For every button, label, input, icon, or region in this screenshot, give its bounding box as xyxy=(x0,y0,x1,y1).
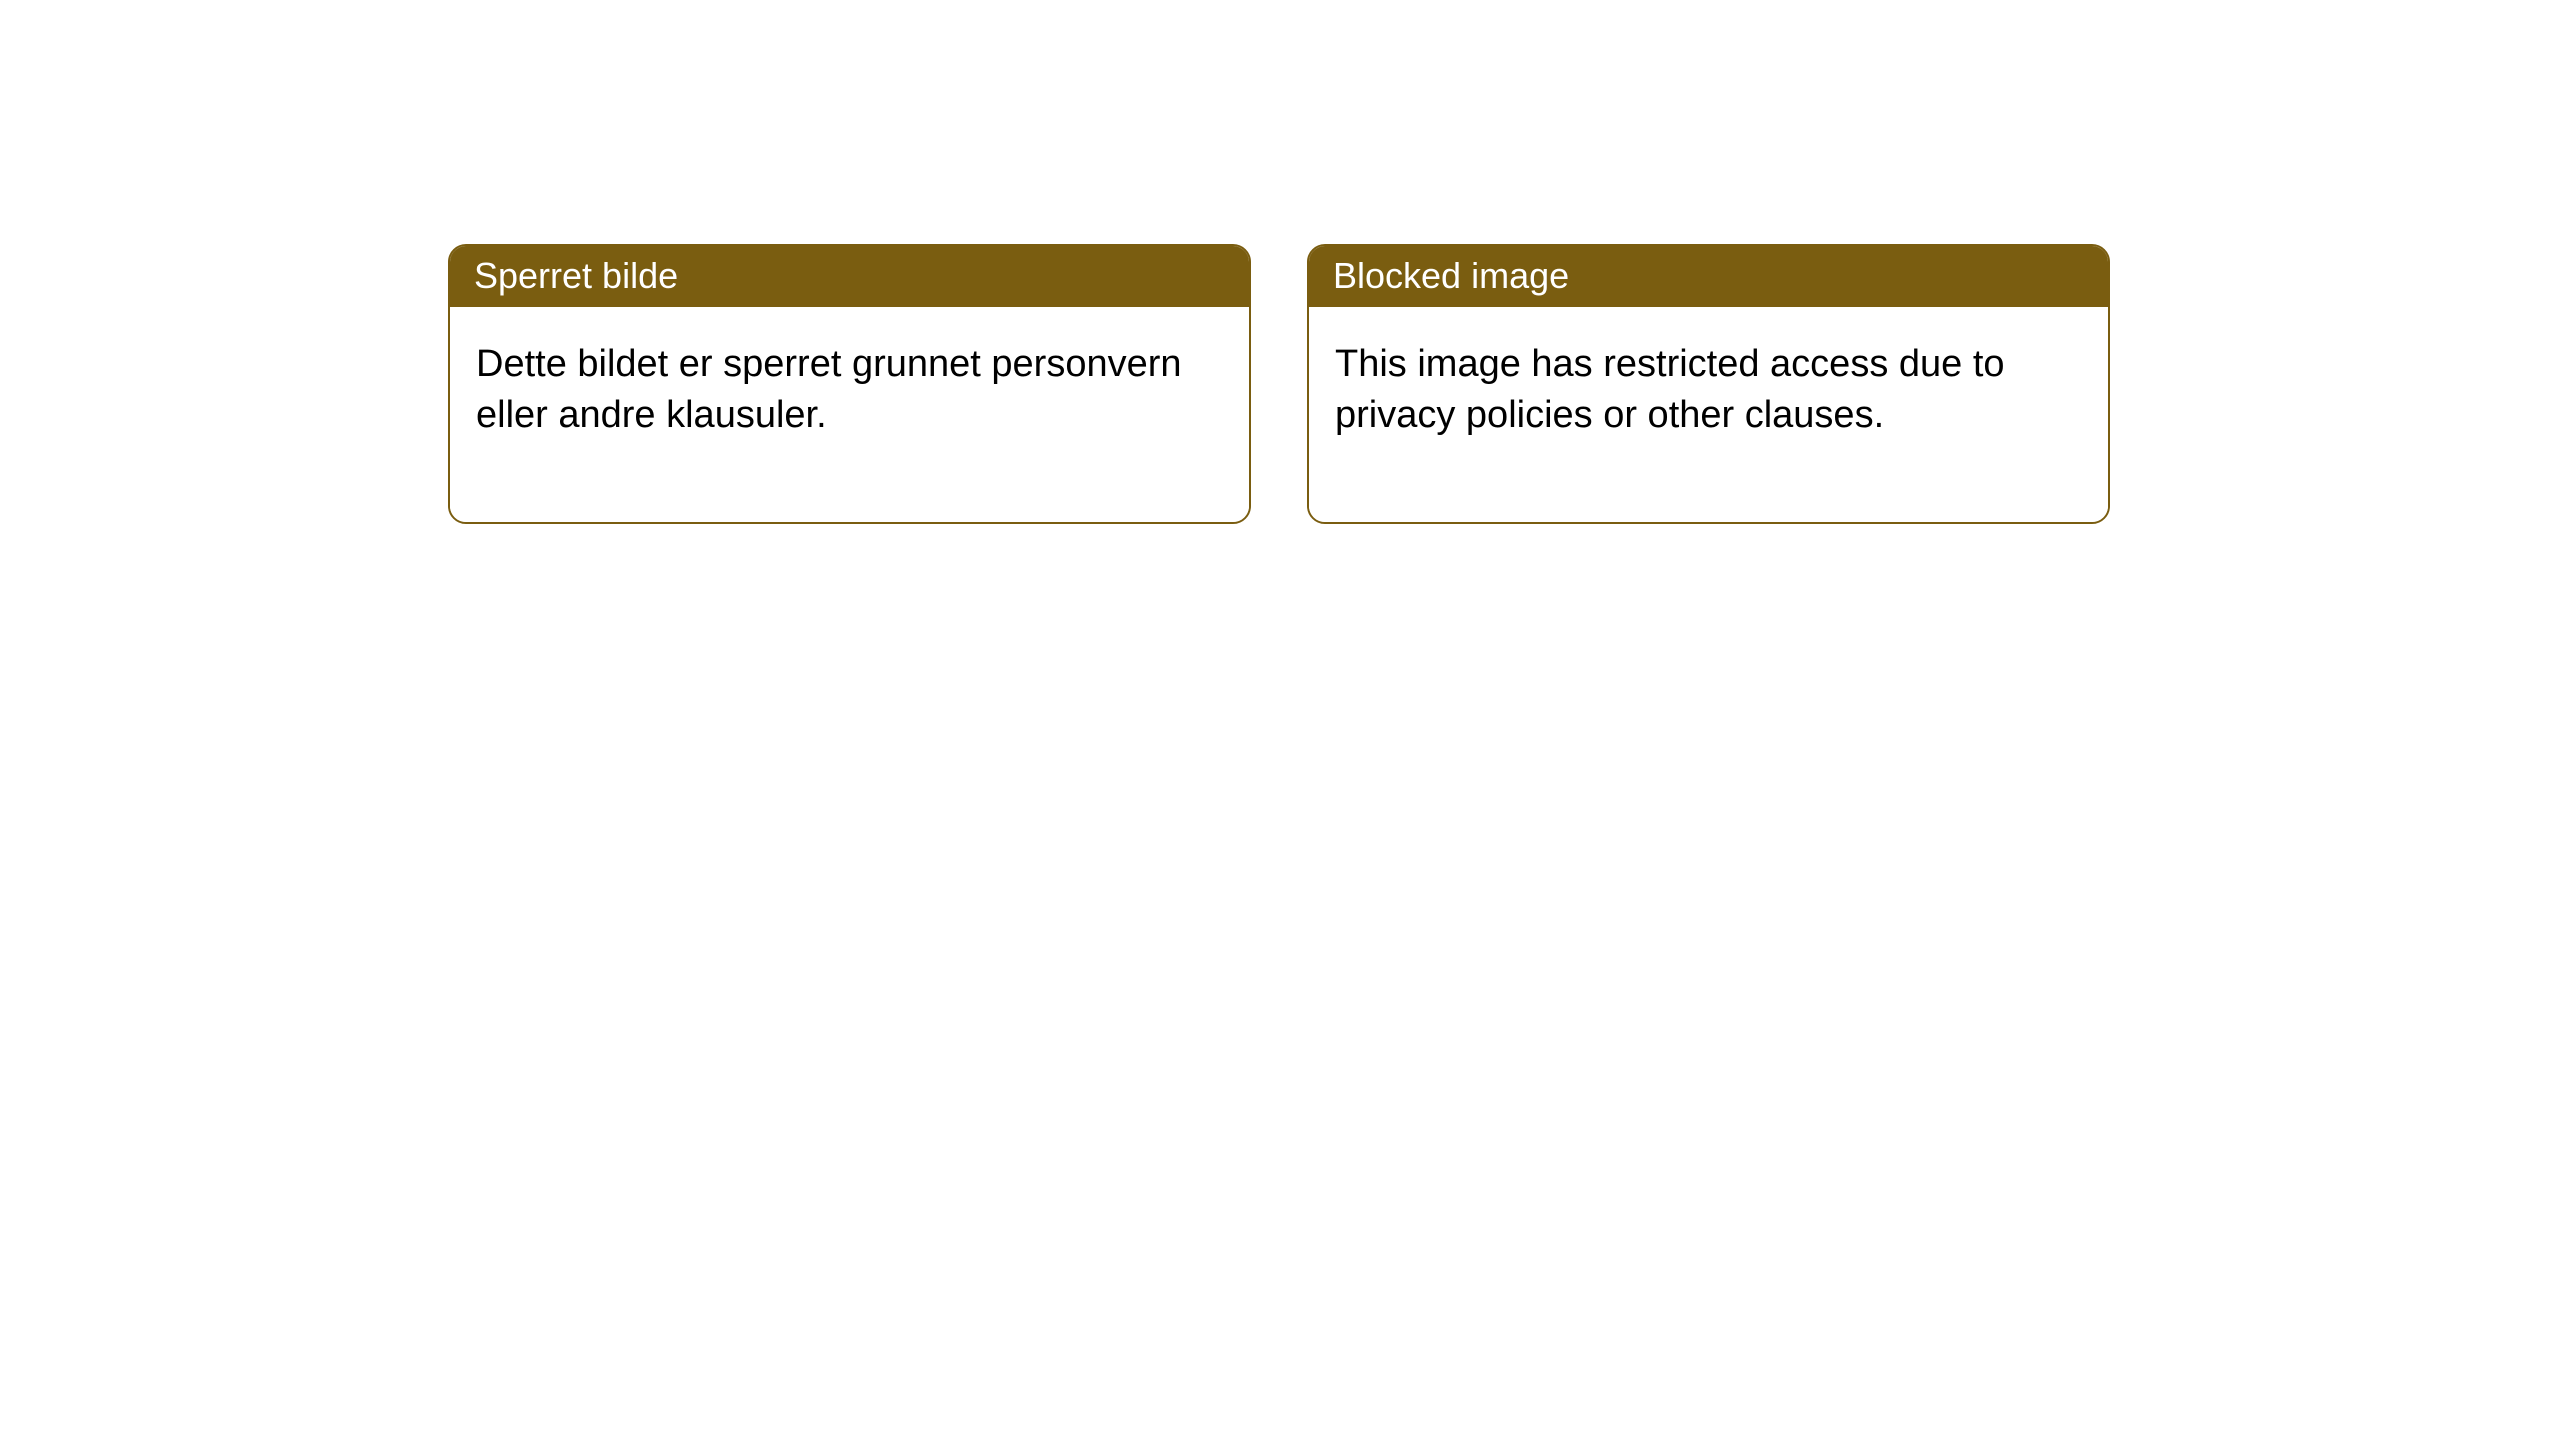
notice-body-english: This image has restricted access due to … xyxy=(1309,307,2108,522)
notice-title-english: Blocked image xyxy=(1309,246,2108,307)
notice-title-norwegian: Sperret bilde xyxy=(450,246,1249,307)
notice-box-norwegian: Sperret bilde Dette bildet er sperret gr… xyxy=(448,244,1251,524)
notice-container: Sperret bilde Dette bildet er sperret gr… xyxy=(0,0,2560,524)
notice-body-norwegian: Dette bildet er sperret grunnet personve… xyxy=(450,307,1249,522)
notice-box-english: Blocked image This image has restricted … xyxy=(1307,244,2110,524)
